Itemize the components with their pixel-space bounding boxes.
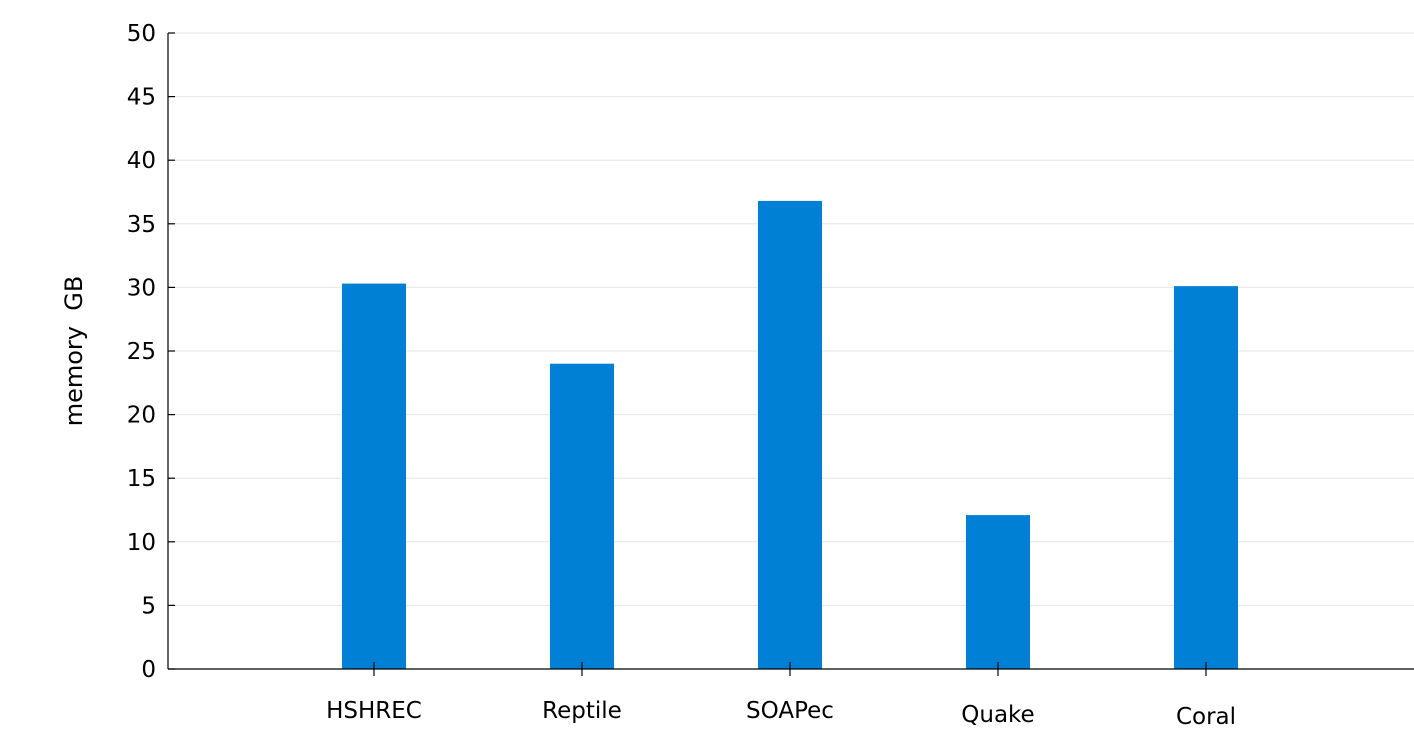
y-tick-label: 35 [127,212,156,238]
y-tick-label: 0 [141,657,156,683]
x-tick-label: Reptile [542,698,622,724]
bar-reptile [550,363,614,669]
x-tick-label: Quake [961,702,1034,728]
bar-coral [1174,286,1238,669]
x-ticks: HSHREC Reptile SOAPec Quake Coral [326,662,1236,730]
y-ticks: 0 5 10 15 20 25 30 35 40 45 50 [127,21,175,683]
y-tick-label: 25 [127,339,156,365]
y-tick-label: 5 [141,593,156,619]
x-tick-label: Coral [1176,704,1236,730]
y-tick-label: 50 [127,21,156,47]
x-tick-label: SOAPec [746,698,834,724]
y-axis-title: memory GB [60,276,88,427]
y-tick-label: 10 [127,530,156,556]
y-tick-label: 45 [127,85,156,111]
y-tick-label: 40 [127,148,156,174]
x-tick-label: HSHREC [326,698,422,724]
bar-quake [966,515,1030,669]
y-tick-label: 20 [127,403,156,429]
y-tick-label: 30 [127,275,156,301]
bar-soapec [758,200,822,670]
y-tick-label: 15 [127,466,156,492]
bar-hshrec [342,283,406,669]
bars [342,200,1238,670]
